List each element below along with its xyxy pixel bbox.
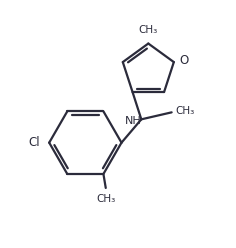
Text: CH₃: CH₃ [139,25,158,35]
Text: CH₃: CH₃ [175,106,194,116]
Text: Cl: Cl [28,136,40,149]
Text: O: O [179,54,188,67]
Text: CH₃: CH₃ [96,194,115,204]
Text: NH: NH [125,116,142,126]
